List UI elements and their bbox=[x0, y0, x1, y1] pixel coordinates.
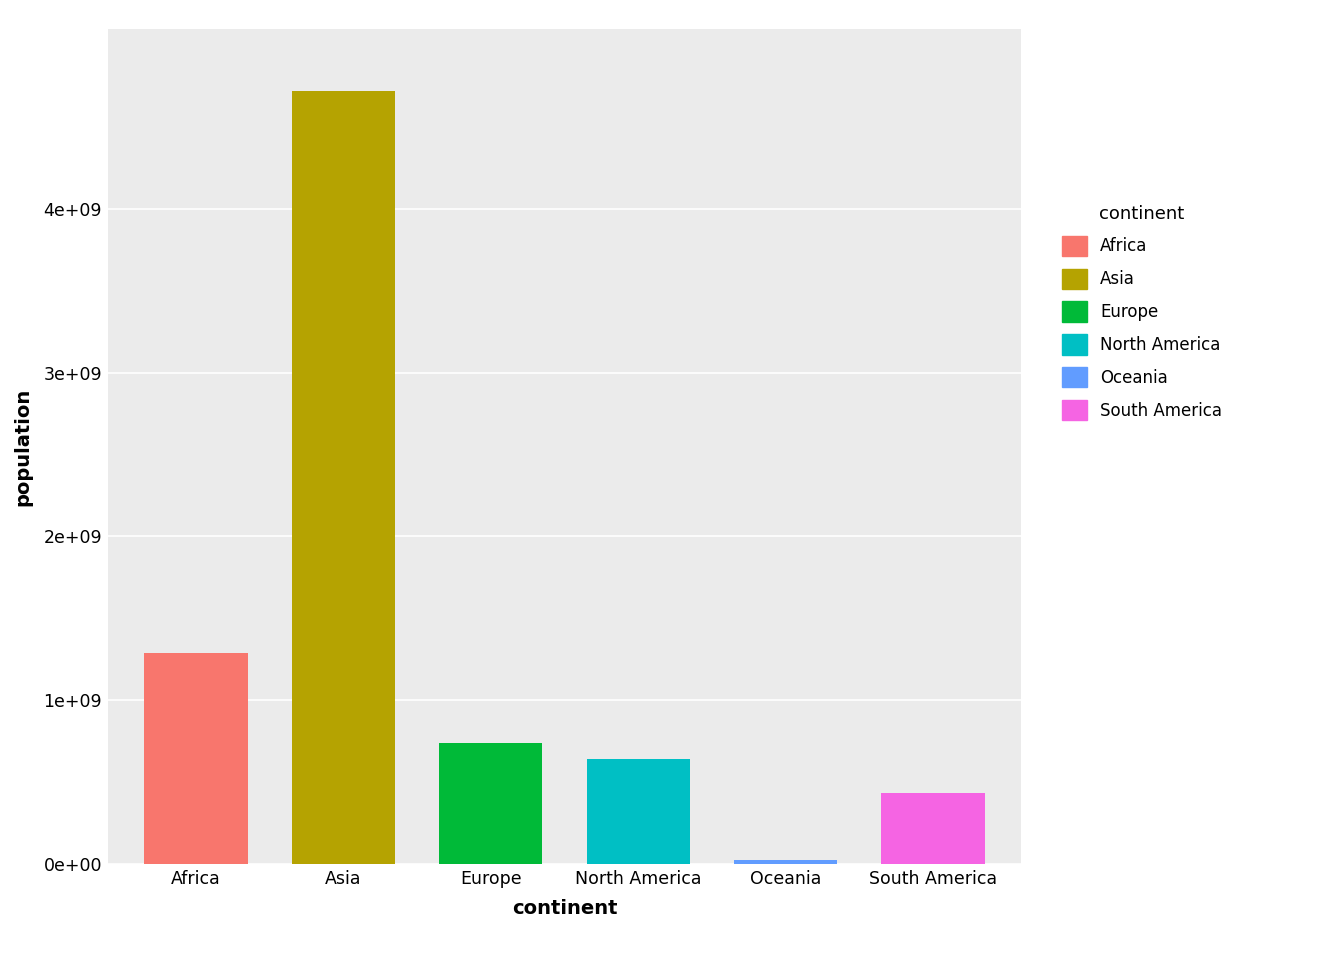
Bar bbox=[292, 91, 395, 864]
Bar bbox=[144, 653, 247, 864]
Bar bbox=[882, 793, 985, 864]
Bar bbox=[586, 759, 689, 864]
Bar bbox=[734, 860, 837, 864]
X-axis label: continent: continent bbox=[512, 899, 617, 918]
Legend: Africa, Asia, Europe, North America, Oceania, South America: Africa, Asia, Europe, North America, Oce… bbox=[1056, 201, 1227, 425]
Bar bbox=[439, 743, 543, 864]
Y-axis label: population: population bbox=[13, 387, 32, 506]
